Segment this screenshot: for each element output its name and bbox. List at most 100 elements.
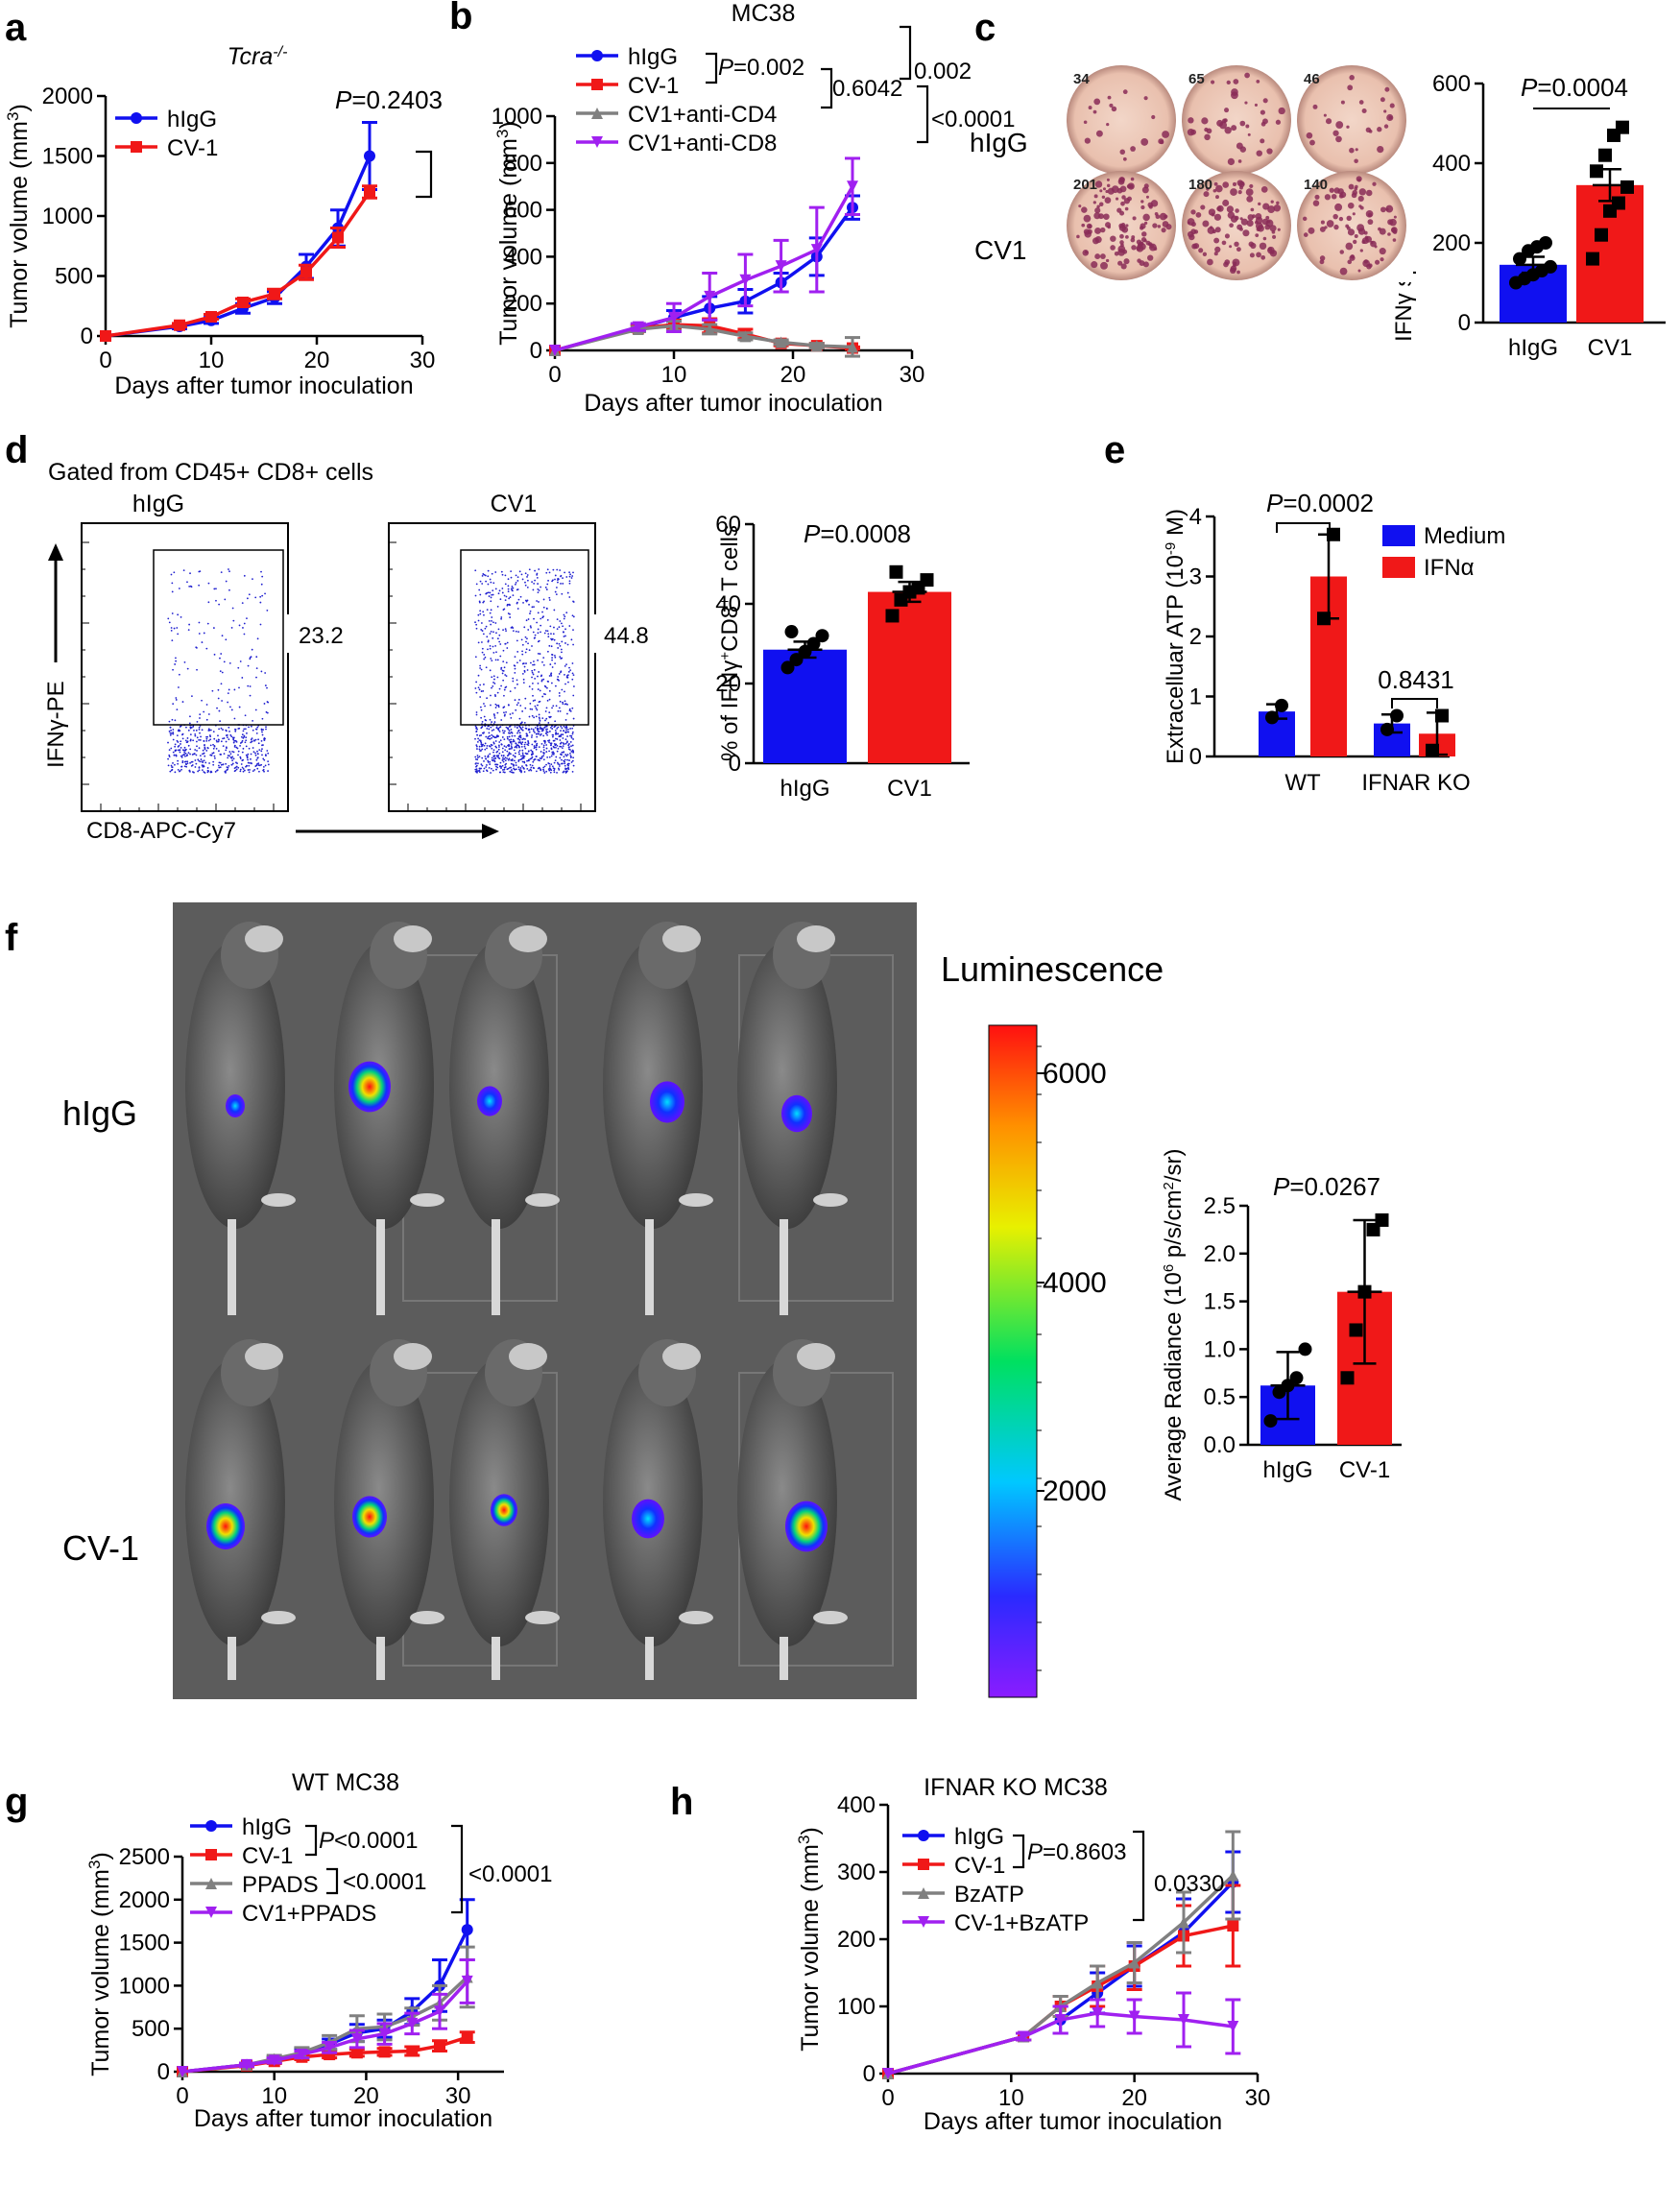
elispot-spot: [1392, 238, 1397, 242]
data-point: [364, 150, 375, 162]
elispot-spot: [1237, 159, 1242, 163]
flow-event: [562, 701, 564, 704]
data-point: [177, 2066, 188, 2077]
legend-marker-0: [918, 1830, 929, 1841]
flow-event: [570, 736, 573, 739]
flow-event: [558, 694, 561, 697]
flow-event: [479, 593, 482, 596]
flow-event: [535, 748, 538, 751]
flow-event: [195, 740, 198, 743]
flow-event: [572, 738, 574, 740]
flow-event: [521, 672, 524, 675]
flow-event: [548, 644, 551, 647]
flow-event: [490, 694, 492, 697]
flow-event: [509, 616, 512, 618]
flow-event: [509, 612, 511, 615]
flow-event: [479, 667, 482, 669]
elispot-spot: [1117, 260, 1123, 266]
flow-event: [501, 736, 504, 738]
elispot-spot: [1335, 121, 1344, 129]
flow-event: [187, 729, 190, 732]
flow-event: [492, 749, 495, 752]
elispot-spot: [1359, 205, 1364, 210]
flow-event: [545, 608, 548, 610]
elispot-spot: [1099, 253, 1106, 259]
x-tick-label: IFNAR KO: [1361, 770, 1470, 796]
elispot-spot: [1393, 215, 1397, 219]
flow-event: [533, 663, 536, 666]
flow-event: [478, 748, 481, 751]
data-point: [461, 1924, 473, 1936]
data-point: [1092, 2007, 1104, 2019]
flow-event: [497, 704, 500, 707]
flow-event: [478, 588, 481, 591]
elispot-spot: [1229, 245, 1233, 249]
flow-event: [483, 600, 485, 603]
flow-event: [208, 729, 211, 732]
flow-event: [507, 578, 510, 581]
flow-event: [571, 575, 574, 577]
flow-event: [183, 755, 186, 757]
flow-event: [547, 579, 549, 582]
flow-event: [215, 588, 217, 590]
flow-event: [542, 746, 545, 749]
flow-event: [538, 701, 540, 704]
y-tick-label: 600: [504, 198, 542, 224]
flow-event: [515, 742, 517, 745]
flow-event: [222, 737, 224, 740]
flow-event: [554, 684, 557, 687]
flow-event: [504, 766, 507, 768]
flow-event: [217, 688, 220, 691]
flow-event: [528, 649, 531, 652]
flow-event: [475, 623, 478, 626]
flow-event: [493, 694, 496, 696]
flow-event: [502, 629, 504, 632]
flow-y-arrowhead: [48, 543, 63, 561]
data-point: [1612, 196, 1625, 210]
flow-event: [209, 729, 212, 732]
elispot-spot: [1239, 120, 1246, 127]
elispot-spot: [1357, 195, 1364, 203]
flow-event: [562, 625, 564, 628]
flow-event: [261, 754, 263, 756]
elispot-spot: [1104, 197, 1112, 204]
flow-event: [220, 653, 223, 655]
flow-event: [499, 761, 502, 764]
flow-event: [559, 620, 562, 622]
flow-event: [179, 751, 181, 754]
elispot-spot: [1247, 132, 1251, 136]
flow-event: [478, 734, 481, 737]
elispot-spot: [1081, 206, 1088, 213]
flow-event: [573, 685, 575, 687]
flow-event: [516, 727, 518, 729]
flow-event: [216, 707, 218, 709]
flow-event: [559, 742, 562, 745]
flow-event: [249, 685, 252, 687]
data-point: [300, 266, 312, 278]
flow-event: [560, 671, 562, 674]
elispot-spot: [1320, 220, 1325, 225]
flow-event: [548, 698, 551, 701]
flow-event: [564, 732, 567, 734]
flow-event: [219, 657, 221, 660]
flow-event: [501, 573, 504, 576]
flow-event: [245, 765, 247, 768]
flow-event: [503, 594, 506, 597]
flow-event: [172, 738, 175, 741]
flow-event: [568, 708, 571, 710]
flow-event: [533, 660, 535, 662]
x-axis-label: Days after tumor inoculation: [924, 2108, 1222, 2135]
elispot-spot: [1153, 247, 1158, 252]
flow-event: [487, 737, 489, 740]
flow-event: [551, 637, 554, 640]
flow-event: [519, 741, 521, 743]
flow-event: [228, 662, 231, 664]
flow-event: [524, 581, 526, 584]
elispot-spot: [1224, 259, 1231, 265]
flow-event: [217, 740, 220, 743]
flow-event: [263, 703, 266, 705]
flow-event: [554, 578, 556, 581]
flow-event: [250, 725, 252, 728]
elispot-spot: [1124, 206, 1129, 211]
flow-event: [245, 739, 248, 742]
